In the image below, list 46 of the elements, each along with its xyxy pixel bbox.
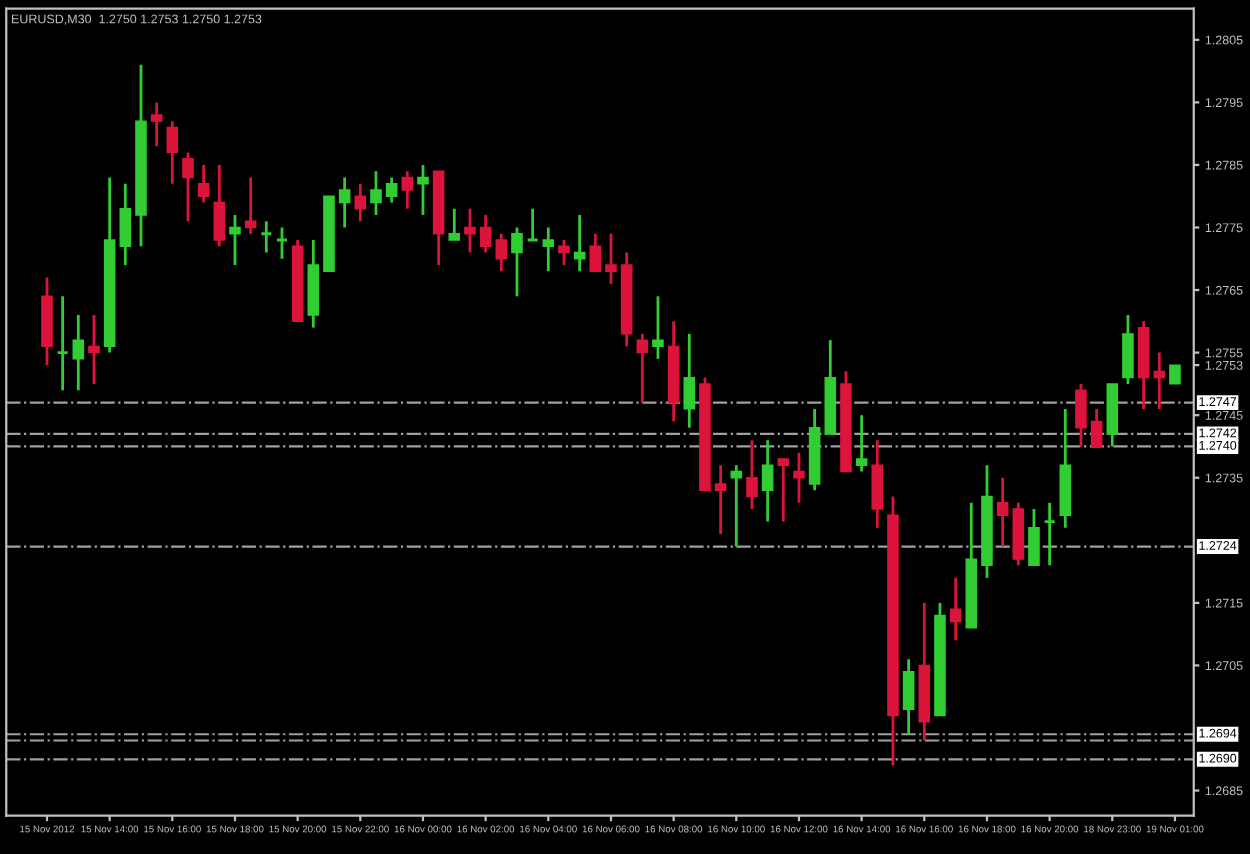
candlestick [511, 226, 523, 298]
candlestick [683, 332, 696, 430]
candlestick [1169, 363, 1181, 386]
candlestick [197, 163, 210, 204]
candlestick [495, 232, 508, 273]
candlestick [385, 176, 398, 204]
candlestick [1122, 313, 1134, 386]
candlestick [448, 207, 461, 242]
candlestick [1043, 501, 1057, 567]
candlestick [370, 169, 382, 217]
candlestick [119, 182, 132, 267]
candlestick [714, 463, 727, 536]
candlestick [558, 238, 570, 267]
candlestick [871, 438, 884, 530]
candlestick [605, 232, 617, 286]
candlestick [72, 313, 85, 392]
candlestick [401, 169, 414, 211]
candlestick [652, 294, 664, 361]
candlestick [855, 413, 868, 473]
candlestick [338, 176, 351, 229]
candlestick [229, 213, 241, 267]
candlestick [793, 451, 805, 505]
candlestick [150, 100, 163, 148]
candlestick [542, 226, 555, 273]
candlestick [259, 219, 273, 254]
candlestick [1075, 382, 1087, 448]
candlestick [56, 294, 70, 392]
candlestick [949, 576, 962, 642]
candlestick [589, 232, 602, 273]
candlestick [417, 163, 429, 217]
candlestick [182, 151, 194, 223]
candlestick [354, 182, 367, 223]
candlestick [166, 119, 179, 186]
candlestick [902, 657, 915, 736]
candlestick [88, 313, 100, 386]
candlestick [1028, 507, 1040, 567]
candlestick [479, 213, 492, 254]
candlestick [1153, 351, 1166, 411]
candlestick [996, 476, 1009, 548]
candlestick [761, 438, 774, 523]
candlestick [746, 438, 758, 511]
candlestick [636, 332, 649, 405]
candlestick [464, 207, 476, 254]
candlestick [213, 163, 226, 248]
candlestick [777, 457, 790, 523]
candlestick [1090, 407, 1103, 448]
